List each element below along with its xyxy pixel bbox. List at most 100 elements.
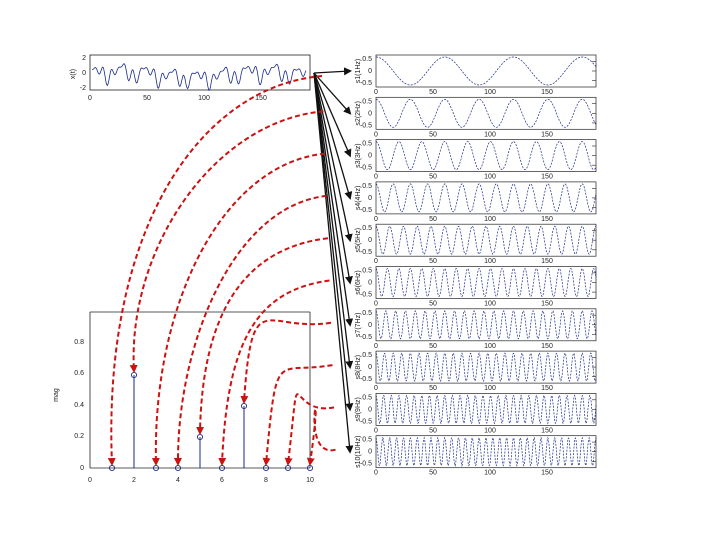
signal-xtick: 50	[143, 95, 151, 102]
component-xtick: 100	[484, 131, 496, 138]
component-xtick: 150	[541, 301, 553, 308]
component-ytick: 0	[368, 322, 372, 329]
component-waveform	[375, 352, 597, 382]
component-xtick: 0	[374, 470, 378, 477]
component-ytick: -0.5	[360, 376, 372, 383]
component-xtick: 150	[541, 174, 553, 181]
signal-plot: x(t) 2 0 -2 0 50 100 150	[70, 54, 311, 102]
component-ytick: -0.5	[360, 418, 372, 425]
component-waveform	[375, 98, 597, 128]
component-label: s10(10Hz)	[355, 436, 362, 468]
component-xtick: 50	[429, 470, 437, 477]
component-ytick: 0.5	[362, 98, 372, 105]
component-ytick: 0	[368, 195, 372, 202]
component-xtick: 150	[541, 89, 553, 96]
spectrum-arrow	[284, 393, 335, 466]
component-xtick: 150	[541, 131, 553, 138]
spectrum-arrow	[240, 319, 332, 404]
component-label: s8(8Hz)	[355, 355, 362, 380]
component-ytick: -0.5	[360, 122, 372, 129]
signal-xtick: 0	[88, 95, 92, 102]
component-ytick: 0.5	[362, 352, 372, 359]
component-waveform	[375, 436, 597, 467]
component-xtick: 50	[429, 216, 437, 223]
component-label: s1(1Hz)	[355, 59, 362, 84]
component-xtick: 0	[374, 258, 378, 265]
component-ytick: 0	[368, 449, 372, 456]
component-waveform	[375, 310, 597, 340]
component-frame	[375, 308, 597, 342]
component-xtick: 150	[541, 216, 553, 223]
spectrum-ytick: 0.2	[74, 433, 84, 440]
component-xtick: 100	[484, 427, 496, 434]
component-ytick: 0.5	[362, 268, 372, 275]
component-frame	[375, 96, 597, 130]
component-xtick: 50	[429, 301, 437, 308]
spectrum-stems	[108, 371, 314, 472]
component-ytick: 0.5	[362, 141, 372, 148]
component-xtick: 0	[374, 89, 378, 96]
component-xtick: 150	[541, 470, 553, 477]
component-ytick: 0	[368, 237, 372, 244]
component-ytick: 0	[368, 153, 372, 160]
component-label: s3(3Hz)	[355, 143, 362, 168]
component-label: s6(6Hz)	[355, 270, 362, 295]
decomposition-arrow	[313, 72, 353, 200]
component-ytick: 0.5	[362, 56, 372, 63]
component-ytick: -0.5	[360, 207, 372, 214]
spectrum-arrow	[262, 364, 333, 466]
signal-waveform	[92, 63, 307, 91]
component-ytick: 0	[368, 280, 372, 287]
component-xtick: 150	[541, 343, 553, 350]
component-xtick: 0	[374, 174, 378, 181]
spectrum-arrow	[129, 110, 324, 373]
signal-ytick: 2	[82, 55, 86, 62]
signal-ylabel: x(t)	[70, 69, 77, 79]
component-ytick: 0	[368, 364, 372, 371]
signal-ytick: 0	[82, 70, 86, 77]
component-waveform	[375, 225, 597, 255]
component-xtick: 150	[541, 427, 553, 434]
spectrum-xtick: 10	[306, 477, 314, 484]
arrows	[107, 67, 354, 466]
decomposition-arrow	[313, 72, 354, 327]
component-ytick: 0.5	[362, 394, 372, 401]
decomposition-arrow	[313, 72, 353, 285]
decomposition-arrow	[313, 67, 352, 76]
spectrum-arrow	[173, 194, 327, 466]
component-xtick: 100	[484, 301, 496, 308]
decomposition-arrow	[313, 72, 352, 158]
component-ytick: -0.5	[360, 249, 372, 256]
component-xtick: 0	[374, 427, 378, 434]
component-ytick: 0	[368, 406, 372, 413]
component-ytick: -0.5	[360, 292, 372, 299]
spectrum-ylabel: mag	[53, 388, 60, 402]
component-waveform	[375, 183, 597, 213]
component-ytick: 0.5	[362, 225, 372, 232]
component-xtick: 100	[484, 174, 496, 181]
spectrum-arrow	[306, 408, 336, 466]
spectrum-xtick: 8	[264, 477, 268, 484]
component-label: s4(4Hz)	[355, 186, 362, 211]
component-xtick: 100	[484, 343, 496, 350]
component-xtick: 50	[429, 385, 437, 392]
decomposition-arrow	[313, 72, 354, 370]
component-frame	[375, 139, 597, 172]
component-xtick: 100	[484, 385, 496, 392]
component-xtick: 50	[429, 343, 437, 350]
component-xtick: 50	[429, 258, 437, 265]
component-label: s7(7Hz)	[355, 313, 362, 338]
component-xtick: 50	[429, 174, 437, 181]
spectrum-arrow	[218, 279, 330, 466]
component-waveform	[375, 394, 597, 425]
